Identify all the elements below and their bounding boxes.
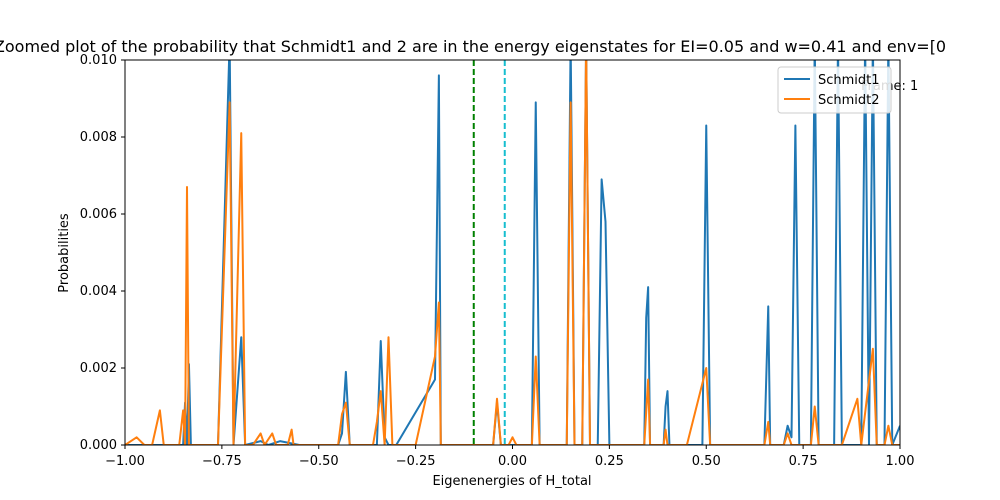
y-tick-label: 0.006 (80, 207, 117, 222)
chart-title: Zoomed plot of the probability that Schm… (0, 37, 946, 56)
x-tick-label: −0.25 (396, 454, 436, 469)
y-tick-label: 0.010 (80, 53, 117, 68)
legend-label-schmidt2: Schmidt2 (818, 93, 880, 108)
y-tick-label: 0.008 (80, 130, 117, 145)
legend: Schmidt1 Schmidt2 (777, 66, 892, 114)
x-tick-label: 1.00 (886, 454, 915, 469)
series-line-schmidt2 (125, 60, 900, 445)
axes: −1.00 −0.75 −0.50 −0.25 0.00 0.25 0.50 0.75 1.00… (80, 53, 915, 469)
x-tick-label: −0.50 (299, 454, 339, 469)
y-tick-label: 0.004 (80, 284, 117, 299)
plot-area (125, 60, 900, 445)
y-tick-label: 0.000 (80, 438, 117, 453)
y-axis-label: Probabilities (57, 213, 72, 293)
series-group (125, 60, 900, 445)
x-tick-label: −0.75 (202, 454, 242, 469)
y-tick-label: 0.002 (80, 361, 117, 376)
x-tick-label: 0.75 (789, 454, 818, 469)
x-tick-label: 0.50 (692, 454, 721, 469)
legend-label-schmidt1: Schmidt1 (818, 73, 880, 88)
x-axis-label: Eigenenergies of H_total (432, 474, 591, 489)
x-tick-label: 0.00 (498, 454, 527, 469)
x-tick-label: −1.00 (105, 454, 145, 469)
plot-frame (124, 59, 901, 446)
x-tick-label: 0.25 (595, 454, 624, 469)
